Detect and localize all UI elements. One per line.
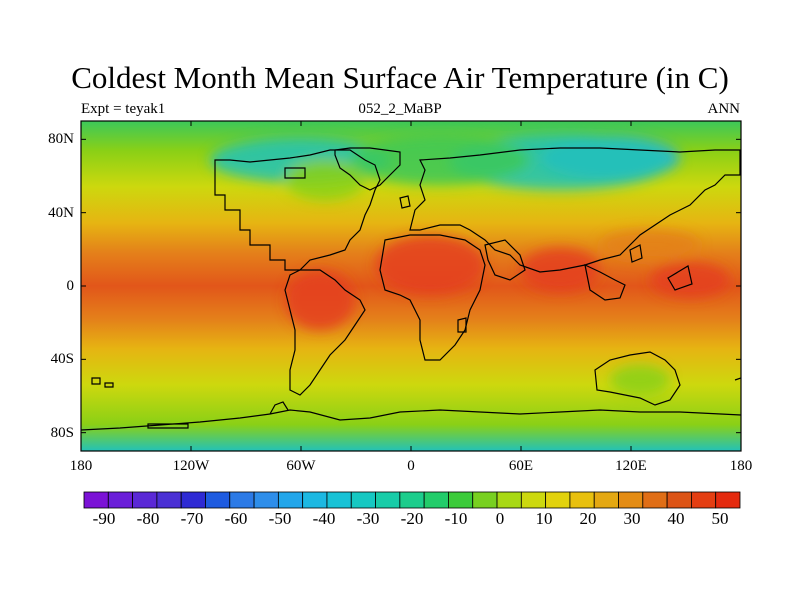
colorbar-swatch: [618, 491, 644, 509]
eurasia-coast: [409, 147, 741, 273]
anomaly-polar: [350, 135, 530, 185]
colorbar-label: -50: [268, 509, 292, 528]
north-america-coast: [214, 149, 381, 271]
colorbar-swatch: [569, 491, 595, 509]
arabia-coast: [484, 239, 526, 281]
colorbar-swatch: [520, 491, 547, 509]
japan-coast: [629, 244, 643, 263]
colorbar-swatch: [375, 491, 401, 509]
colorbar-swatch: [302, 491, 328, 509]
colorbar-swatch: [399, 491, 425, 509]
newguinea-coast: [667, 265, 693, 291]
colorbar-swatch: [277, 491, 304, 509]
colorbar-swatch: [448, 491, 474, 509]
season-label: ANN: [707, 101, 741, 117]
anomaly-subpolar: [610, 365, 670, 395]
small-island-coast: [104, 382, 114, 388]
australia-coast: [594, 351, 681, 406]
hawaii-coast: [147, 423, 189, 429]
greenland-coast: [334, 147, 401, 191]
colorbar-swatch: [156, 491, 182, 509]
colorbar-swatch: [83, 491, 109, 509]
anomaly-tropical: [600, 230, 700, 260]
anomaly-continental-hot: [375, 235, 485, 295]
colorbar-label: 0: [495, 509, 505, 528]
x-tick-label: 120W: [172, 458, 210, 474]
colorbar-swatch: [545, 491, 571, 509]
colorbar-label: -60: [224, 509, 248, 528]
colorbar-swatch: [715, 491, 741, 509]
colorbar-swatch: [326, 491, 352, 509]
time-label: 052_2_MaBP: [358, 101, 442, 117]
colorbar-swatch: [642, 491, 668, 509]
temperature-anomalies: [210, 134, 730, 395]
coastlines: [81, 147, 741, 431]
y-tick-label: 80S: [50, 424, 74, 441]
colorbar-swatch: [107, 491, 133, 509]
falkland-coast: [91, 377, 101, 385]
x-tick-label: 0: [407, 458, 415, 474]
axis-ticks: [80, 121, 742, 451]
colorbar-label: 10: [535, 509, 553, 528]
madagascar-coast: [457, 317, 467, 333]
hudson-bay-coast: [284, 167, 306, 179]
colorbar-label: -30: [356, 509, 380, 528]
antarctic-peninsula-coast: [269, 401, 289, 415]
colorbar-swatch: [691, 491, 717, 509]
y-tick-label: 40S: [50, 351, 74, 368]
colorbar-label: 20: [579, 509, 597, 528]
x-tick-label: 60W: [286, 458, 316, 474]
colorbar-label: 40: [667, 509, 685, 528]
antarctica-coast: [81, 409, 741, 431]
newzealand-coast: [734, 377, 741, 381]
colorbar-swatch: [229, 491, 255, 509]
colorbar-label: -90: [92, 509, 116, 528]
colorbar-swatch: [423, 491, 449, 509]
africa-coast: [379, 234, 486, 361]
colorbar-label: -70: [180, 509, 204, 528]
map-title: Coldest Month Mean Surface Air Temperatu…: [71, 60, 729, 95]
colorbar-swatch: [472, 491, 498, 509]
colorbar-label: -80: [136, 509, 160, 528]
south-america-coast: [284, 269, 366, 396]
colorbar-swatch: [132, 491, 158, 509]
colorbar-swatch: [350, 491, 376, 509]
colorbar-label: 50: [711, 509, 729, 528]
anomaly-continental-hot: [285, 270, 355, 330]
x-tick-label: 60E: [508, 458, 534, 474]
colorbar-swatch: [205, 491, 231, 509]
x-tick-label: 120E: [615, 458, 647, 474]
colorbar-swatch: [666, 491, 692, 509]
y-tick-label: 80N: [48, 131, 74, 148]
anomaly-subpolar: [285, 160, 365, 200]
colorbar-label: 30: [623, 509, 641, 528]
temperature-field: [81, 121, 741, 451]
southeast-asia-coast: [584, 263, 626, 301]
colorbar-label: -40: [312, 509, 336, 528]
y-tick-label: 40N: [48, 204, 74, 221]
colorbar-swatch: [593, 491, 619, 509]
colorbar-label: -10: [444, 509, 468, 528]
colorbar: [83, 491, 741, 509]
experiment-label: Expt = teyak1: [81, 101, 166, 117]
colorbar-swatch: [180, 491, 206, 509]
colorbar-swatch: [496, 491, 522, 509]
colorbar-label: -20: [400, 509, 424, 528]
anomaly-continental-hot: [650, 262, 730, 298]
colorbar-swatch: [253, 491, 279, 509]
britain-coast: [399, 195, 411, 209]
y-tick-label: 0: [66, 278, 75, 294]
x-tick-label: 180: [729, 458, 753, 474]
x-tick-label: 180: [69, 458, 93, 474]
